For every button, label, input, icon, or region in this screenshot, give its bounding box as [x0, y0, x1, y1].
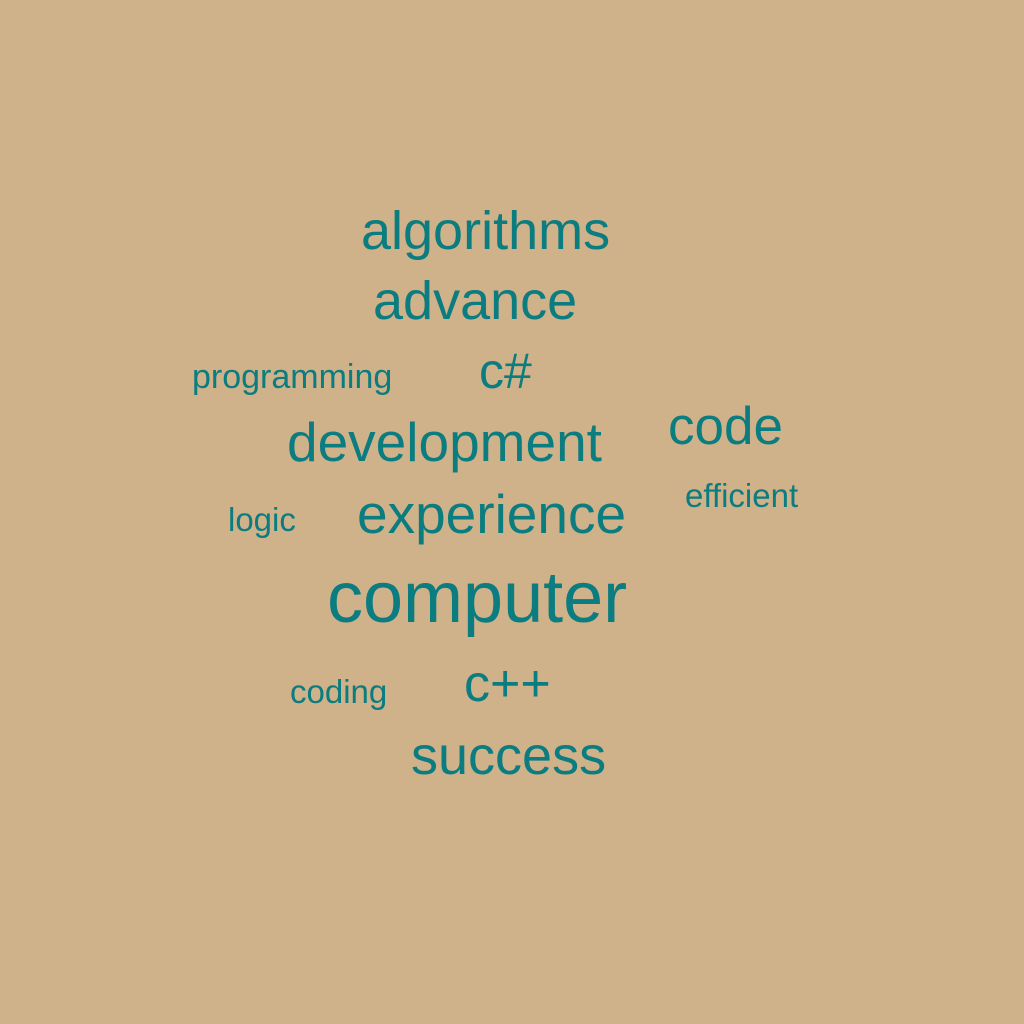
word-code: code [668, 397, 783, 456]
word-csharp: c# [479, 343, 532, 399]
word-experience: experience [357, 483, 627, 545]
word-algorithms: algorithms [361, 201, 611, 261]
word-efficient: efficient [685, 477, 799, 514]
word-development: development [287, 411, 602, 473]
word-logic: logic [228, 501, 296, 538]
word-advance: advance [373, 271, 578, 331]
word-computer: computer [327, 558, 628, 638]
word-cplusplus: c++ [464, 655, 551, 713]
word-success: success [411, 726, 607, 786]
word-programming: programming [192, 358, 393, 396]
word-coding: coding [290, 673, 388, 710]
